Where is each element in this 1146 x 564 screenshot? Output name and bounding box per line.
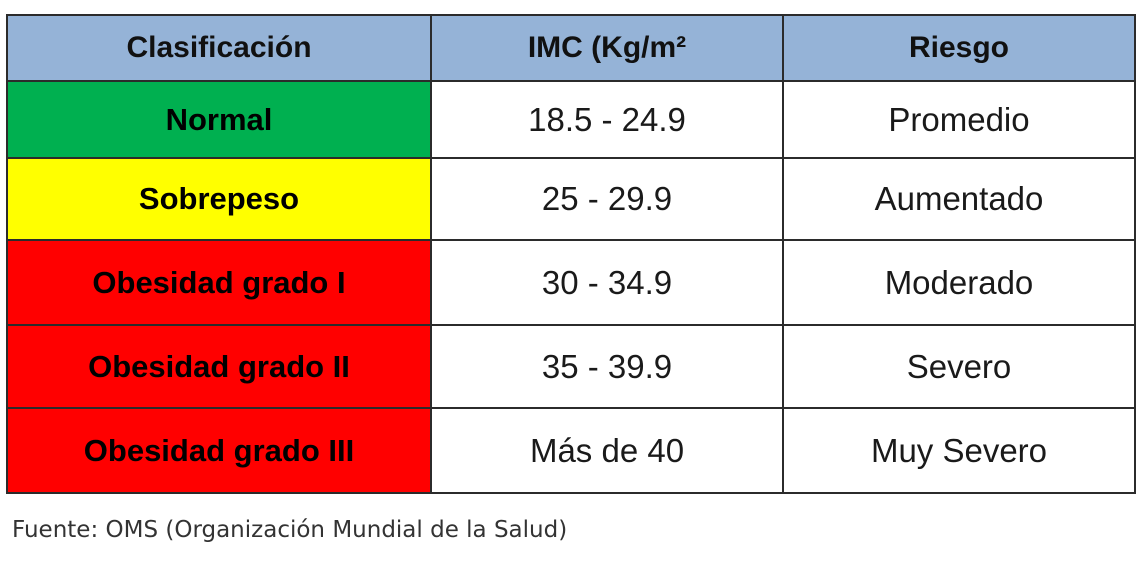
bmi-range-cell: 30 - 34.9	[430, 239, 784, 326]
table-header-row: Clasificación IMC (Kg/m² Riesgo	[6, 14, 1136, 82]
classification-cell: Obesidad grado I	[6, 239, 432, 326]
classification-cell: Sobrepeso	[6, 157, 432, 241]
classification-cell: Normal	[6, 80, 432, 159]
risk-cell: Moderado	[782, 239, 1136, 326]
header-risk: Riesgo	[782, 14, 1136, 82]
table-row: Obesidad grado II 35 - 39.9 Severo	[6, 324, 1136, 409]
header-classification: Clasificación	[6, 14, 432, 82]
bmi-range-cell: 35 - 39.9	[430, 324, 784, 409]
table-row: Obesidad grado III Más de 40 Muy Severo	[6, 407, 1136, 494]
classification-cell: Obesidad grado III	[6, 407, 432, 494]
source-note: Fuente: OMS (Organización Mundial de la …	[12, 517, 568, 543]
bmi-range-cell: Más de 40	[430, 407, 784, 494]
header-bmi: IMC (Kg/m²	[430, 14, 784, 82]
table-row: Obesidad grado I 30 - 34.9 Moderado	[6, 239, 1136, 326]
table-row: Normal 18.5 - 24.9 Promedio	[6, 80, 1136, 159]
classification-cell: Obesidad grado II	[6, 324, 432, 409]
risk-cell: Aumentado	[782, 157, 1136, 241]
table-row: Sobrepeso 25 - 29.9 Aumentado	[6, 157, 1136, 241]
bmi-classification-table: Clasificación IMC (Kg/m² Riesgo Normal 1…	[6, 14, 1136, 494]
bmi-range-cell: 18.5 - 24.9	[430, 80, 784, 159]
risk-cell: Promedio	[782, 80, 1136, 159]
risk-cell: Severo	[782, 324, 1136, 409]
bmi-range-cell: 25 - 29.9	[430, 157, 784, 241]
risk-cell: Muy Severo	[782, 407, 1136, 494]
